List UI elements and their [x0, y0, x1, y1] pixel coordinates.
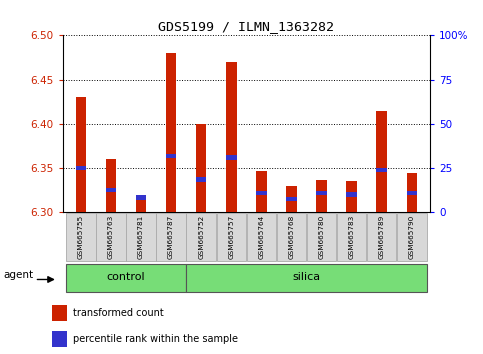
FancyBboxPatch shape — [156, 213, 186, 262]
Bar — [376, 168, 387, 172]
Bar — [226, 155, 237, 160]
Text: GSM665783: GSM665783 — [349, 215, 355, 259]
Bar — [136, 199, 146, 212]
Bar — [106, 188, 116, 193]
Text: GSM665789: GSM665789 — [379, 215, 385, 259]
Bar — [286, 186, 297, 212]
Bar — [316, 191, 327, 195]
Text: transformed count: transformed count — [73, 308, 164, 318]
Bar — [166, 53, 176, 212]
Text: GSM665757: GSM665757 — [228, 215, 234, 259]
Bar — [166, 154, 176, 158]
Bar — [256, 191, 267, 195]
FancyBboxPatch shape — [126, 213, 156, 262]
Text: GSM665790: GSM665790 — [409, 215, 415, 259]
Bar — [52, 305, 67, 321]
Text: percentile rank within the sample: percentile rank within the sample — [73, 334, 239, 344]
Text: GSM665787: GSM665787 — [168, 215, 174, 259]
Bar — [316, 179, 327, 212]
Text: GSM665752: GSM665752 — [198, 215, 204, 259]
Bar — [52, 331, 67, 347]
Text: silica: silica — [292, 272, 321, 282]
Text: GSM665763: GSM665763 — [108, 215, 114, 259]
FancyBboxPatch shape — [277, 213, 306, 262]
FancyBboxPatch shape — [186, 263, 427, 292]
Bar — [376, 110, 387, 212]
Bar — [256, 171, 267, 212]
FancyBboxPatch shape — [307, 213, 336, 262]
Text: GSM665755: GSM665755 — [78, 215, 84, 259]
Bar — [106, 159, 116, 212]
Bar — [346, 193, 357, 197]
FancyBboxPatch shape — [397, 213, 426, 262]
Title: GDS5199 / ILMN_1363282: GDS5199 / ILMN_1363282 — [158, 20, 334, 33]
Bar — [75, 166, 86, 170]
FancyBboxPatch shape — [96, 213, 126, 262]
FancyBboxPatch shape — [367, 213, 397, 262]
Bar — [196, 177, 206, 182]
Text: GSM665768: GSM665768 — [288, 215, 295, 259]
Bar — [346, 181, 357, 212]
FancyBboxPatch shape — [66, 263, 186, 292]
FancyBboxPatch shape — [186, 213, 216, 262]
Bar — [407, 172, 417, 212]
Text: GSM665764: GSM665764 — [258, 215, 264, 259]
Bar — [286, 197, 297, 201]
Text: control: control — [107, 272, 145, 282]
FancyBboxPatch shape — [247, 213, 276, 262]
Text: agent: agent — [3, 270, 33, 280]
Bar — [226, 62, 237, 212]
Bar — [136, 195, 146, 200]
FancyBboxPatch shape — [66, 213, 96, 262]
Bar — [407, 191, 417, 195]
Text: GSM665781: GSM665781 — [138, 215, 144, 259]
Bar — [75, 97, 86, 212]
Text: GSM665780: GSM665780 — [319, 215, 325, 259]
FancyBboxPatch shape — [337, 213, 367, 262]
FancyBboxPatch shape — [216, 213, 246, 262]
Bar — [196, 124, 206, 212]
